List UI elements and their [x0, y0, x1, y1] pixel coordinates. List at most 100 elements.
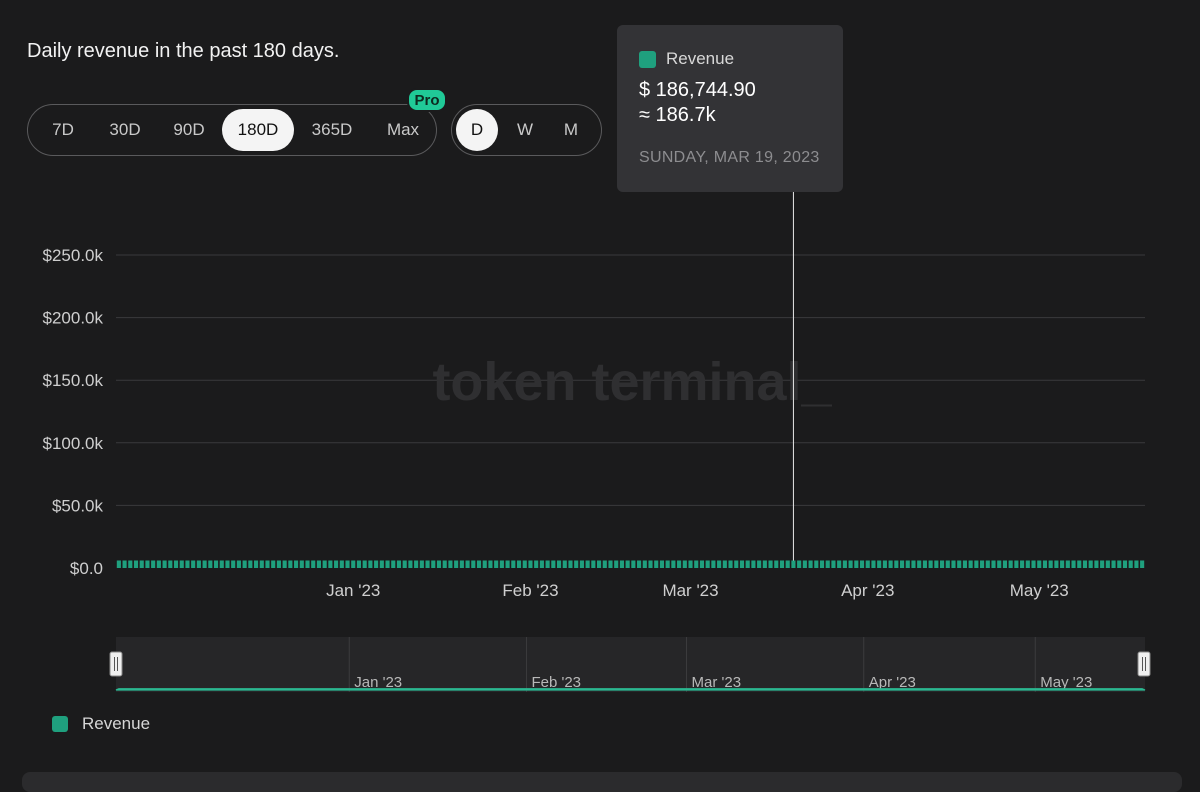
bar[interactable]	[116, 560, 121, 568]
range-7d-button[interactable]: 7D	[52, 120, 74, 139]
bar[interactable]	[871, 560, 876, 568]
bar[interactable]	[442, 560, 447, 568]
bar[interactable]	[254, 560, 259, 568]
bar[interactable]	[236, 560, 241, 568]
bar[interactable]	[356, 560, 362, 568]
bar[interactable]	[145, 560, 150, 568]
bar[interactable]	[625, 560, 630, 568]
bar[interactable]	[248, 560, 253, 568]
bar[interactable]	[705, 560, 710, 568]
bar[interactable]	[797, 560, 802, 568]
bar[interactable]	[917, 560, 922, 568]
bar[interactable]	[602, 560, 607, 568]
bar[interactable]	[642, 560, 647, 568]
bar[interactable]	[328, 560, 333, 568]
bar[interactable]	[1002, 560, 1007, 568]
bar[interactable]	[671, 560, 676, 568]
bar[interactable]	[185, 560, 190, 568]
bar[interactable]	[585, 560, 590, 568]
bar[interactable]	[1105, 560, 1110, 568]
bar[interactable]	[1140, 560, 1145, 568]
bar[interactable]	[859, 560, 865, 568]
bar[interactable]	[842, 560, 847, 568]
bar[interactable]	[271, 560, 276, 568]
bar[interactable]	[1111, 560, 1116, 568]
bar[interactable]	[259, 560, 264, 568]
bar[interactable]	[419, 560, 424, 568]
bar[interactable]	[848, 560, 853, 568]
bar[interactable]	[1071, 560, 1076, 568]
bar[interactable]	[745, 560, 750, 568]
bar[interactable]	[1025, 560, 1030, 568]
bar[interactable]	[980, 560, 985, 568]
bar[interactable]	[865, 560, 870, 568]
bar[interactable]	[294, 560, 299, 568]
bar[interactable]	[945, 560, 950, 568]
bar[interactable]	[1020, 560, 1025, 568]
bar[interactable]	[957, 560, 962, 568]
bar[interactable]	[459, 560, 464, 568]
bar[interactable]	[168, 560, 173, 568]
bar[interactable]	[122, 560, 127, 568]
bar[interactable]	[1088, 560, 1093, 568]
bar[interactable]	[511, 560, 516, 568]
bar[interactable]	[808, 560, 813, 568]
bar[interactable]	[1054, 560, 1059, 568]
range-navigator[interactable]: Jan '23 Feb '23 Mar '23 Apr '23 May '23	[109, 637, 1151, 692]
bar[interactable]	[779, 560, 785, 568]
bar[interactable]	[574, 560, 579, 568]
bar[interactable]	[476, 560, 482, 568]
bar[interactable]	[682, 560, 687, 568]
bar[interactable]	[888, 560, 893, 568]
bar[interactable]	[968, 560, 973, 568]
bar[interactable]	[391, 560, 396, 568]
bar[interactable]	[162, 560, 167, 568]
bar[interactable]	[597, 560, 602, 568]
bar[interactable]	[608, 560, 613, 568]
bar[interactable]	[265, 560, 270, 568]
bar[interactable]	[334, 560, 339, 568]
bar[interactable]	[974, 560, 979, 568]
range-180d-button[interactable]: 180D	[222, 109, 294, 151]
bar[interactable]	[408, 560, 413, 568]
bar[interactable]	[1100, 560, 1105, 568]
bar[interactable]	[1048, 560, 1053, 568]
bar[interactable]	[991, 560, 996, 568]
bar[interactable]	[179, 560, 184, 568]
bar[interactable]	[922, 560, 927, 568]
range-365d-button[interactable]: 365D	[311, 120, 353, 139]
navigator-right-handle[interactable]	[1137, 651, 1151, 677]
bar[interactable]	[665, 560, 670, 568]
bar[interactable]	[1117, 560, 1122, 568]
bar[interactable]	[882, 560, 887, 568]
bar[interactable]	[785, 560, 790, 568]
bar[interactable]	[654, 560, 659, 568]
bar[interactable]	[694, 560, 699, 568]
bar[interactable]	[985, 560, 990, 568]
bar[interactable]	[802, 560, 807, 568]
bar[interactable]	[894, 560, 899, 568]
bar[interactable]	[962, 560, 967, 568]
bar[interactable]	[699, 560, 705, 568]
bar[interactable]	[688, 560, 693, 568]
bar[interactable]	[539, 560, 544, 568]
bar[interactable]	[1082, 560, 1088, 568]
range-30d-button[interactable]: 30D	[109, 120, 141, 139]
bar[interactable]	[711, 560, 716, 568]
granularity-week-button[interactable]: W	[516, 120, 534, 139]
bar[interactable]	[322, 560, 327, 568]
bar[interactable]	[499, 560, 504, 568]
bar[interactable]	[1065, 560, 1070, 568]
bar[interactable]	[374, 560, 379, 568]
bar[interactable]	[528, 560, 533, 568]
bar[interactable]	[345, 560, 350, 568]
bar[interactable]	[819, 560, 825, 568]
bar[interactable]	[579, 560, 584, 568]
bar[interactable]	[619, 560, 624, 568]
bar[interactable]	[614, 560, 619, 568]
bar[interactable]	[522, 560, 527, 568]
bar[interactable]	[1094, 560, 1099, 568]
bar[interactable]	[728, 560, 733, 568]
bar[interactable]	[928, 560, 933, 568]
